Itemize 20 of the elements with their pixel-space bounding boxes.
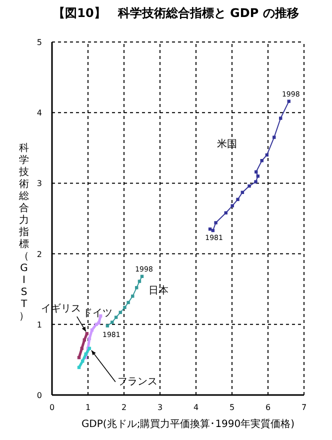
y-tick-label: 5 xyxy=(36,38,42,47)
x-tick-label: 1 xyxy=(85,403,91,412)
y-tick-label: 2 xyxy=(36,250,42,259)
x-tick-label: 7 xyxy=(301,403,307,412)
text: 科学技術総合力指標（GIST） xyxy=(19,143,29,322)
y-tick-label: 0 xyxy=(36,391,42,400)
x-tick-label: 3 xyxy=(157,403,163,412)
y-tick-label: 1 xyxy=(36,320,42,330)
x-tick-label: 0 xyxy=(49,403,55,412)
x-tick-label: 4 xyxy=(193,403,199,412)
x-tick-label: 6 xyxy=(265,403,271,412)
y-tick-label: 3 xyxy=(36,179,42,188)
chart-title: 【図10】 科学技術総合指標と GDP の推移 xyxy=(53,6,299,20)
x-tick-label: 2 xyxy=(121,403,127,412)
series-label: イギリス xyxy=(40,302,81,315)
x-tick-label: 5 xyxy=(229,403,235,412)
series-label: 日本 xyxy=(148,284,169,297)
x-axis-title: GDP(兆ドル;購買力平価換算･1990年実質価格) xyxy=(81,418,295,430)
series-label: ドイツ xyxy=(82,308,113,319)
y-tick-label: 4 xyxy=(36,108,42,118)
